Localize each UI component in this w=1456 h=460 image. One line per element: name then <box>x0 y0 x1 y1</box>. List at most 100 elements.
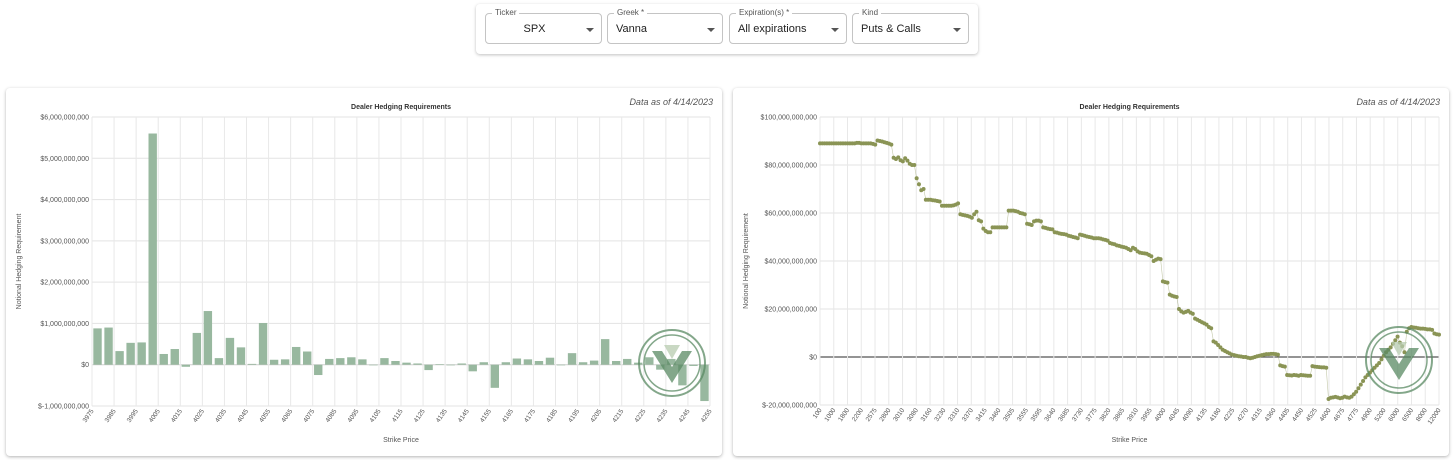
bar <box>567 353 577 365</box>
data-point <box>921 187 926 191</box>
x-tick-label: 6000 <box>1387 407 1401 423</box>
bar <box>468 364 477 372</box>
bar <box>402 362 411 365</box>
x-tick-label: 3080 <box>906 407 920 423</box>
data-point <box>1022 212 1027 217</box>
data-point <box>1430 327 1435 332</box>
data-as-of-label: Data as of 4/14/2023 <box>1356 97 1440 107</box>
data-point <box>900 159 905 164</box>
data-point <box>914 176 919 181</box>
x-tick-label: 3775 <box>1085 407 1099 423</box>
bar <box>192 332 202 365</box>
bar <box>369 364 378 366</box>
x-tick-label: 4600 <box>1319 407 1333 423</box>
bar-chart-panel: Data as of 4/14/2023 Dealer Hedging Requ… <box>6 88 722 456</box>
bar <box>667 358 676 365</box>
kind-label: Kind <box>859 7 882 19</box>
data-point <box>1395 334 1400 339</box>
x-tick-label: 4255 <box>700 408 714 424</box>
scatter-chart-panel: Data as of 4/14/2023 Dealer Hedging Requ… <box>733 88 1449 456</box>
bar <box>214 358 224 365</box>
logo-inner-ring <box>643 334 701 392</box>
data-point <box>1038 219 1043 224</box>
bar <box>137 342 146 365</box>
x-tick-label: 3415 <box>975 407 989 423</box>
bar <box>203 311 213 365</box>
x-tick-label: 3505 <box>1002 407 1016 423</box>
bar <box>479 362 488 365</box>
x-tick-label: 4900 <box>1360 407 1374 423</box>
x-tick-label: 4075 <box>302 408 316 424</box>
y-tick-label: $20,000,000,000 <box>764 307 817 314</box>
bar <box>159 353 168 365</box>
x-tick-label: 4315 <box>1250 407 1264 423</box>
bar <box>291 346 301 365</box>
y-tick-label: $0 <box>809 355 817 362</box>
x-tick-label: 4135 <box>435 408 449 424</box>
data-point <box>1075 236 1080 241</box>
x-tick-label: 4405 <box>1277 407 1291 423</box>
data-point <box>1379 357 1384 362</box>
x-tick-label: 4055 <box>258 408 272 424</box>
x-tick-label: 3555 <box>1016 407 1030 423</box>
x-tick-label: 4025 <box>192 408 206 424</box>
data-point <box>1356 386 1361 391</box>
x-tick-label: 1800 <box>837 407 851 423</box>
x-tick-label: 12000 <box>1427 407 1443 426</box>
data-point <box>1174 295 1179 299</box>
data-point <box>1282 364 1287 369</box>
greek-value: Vanna <box>616 23 647 35</box>
x-tick-label: 3730 <box>1071 407 1085 423</box>
data-point <box>988 230 993 235</box>
x-tick-label: 4065 <box>280 408 294 424</box>
bar <box>689 364 698 366</box>
bar <box>391 360 400 365</box>
bar <box>556 364 566 366</box>
x-tick-label: 4215 <box>611 408 625 424</box>
bar <box>534 360 544 365</box>
data-point <box>1165 280 1170 285</box>
x-tick-label: 4005 <box>148 408 162 424</box>
bar <box>435 364 444 365</box>
bar <box>589 360 599 365</box>
bar <box>523 359 533 365</box>
x-tick-label: 3685 <box>1057 407 1071 423</box>
bar <box>104 327 113 365</box>
bar <box>347 357 356 365</box>
data-point <box>974 209 979 214</box>
bar <box>280 359 290 365</box>
x-tick-label: 3230 <box>933 407 947 423</box>
data-point <box>1358 382 1363 387</box>
data-point <box>1354 389 1359 394</box>
x-tick-label: 4180 <box>1209 407 1223 423</box>
y-tick-label: $3,000,000,000 <box>40 238 89 245</box>
x-tick-label: 2800 <box>878 407 892 423</box>
x-tick-label: 3820 <box>1098 407 1112 423</box>
bar <box>578 362 588 365</box>
x-tick-label: 4360 <box>1264 407 1278 423</box>
bar <box>656 364 665 370</box>
ticker-select[interactable]: Ticker SPX <box>485 7 602 44</box>
bar <box>490 364 499 388</box>
logo-outer-ring <box>1365 326 1433 394</box>
expirations-select[interactable]: Expiration(s) * All expirations <box>729 7 847 44</box>
data-point <box>1377 361 1382 365</box>
x-tick-label: 3985 <box>104 408 118 424</box>
bar <box>269 359 279 365</box>
x-tick-label: 3640 <box>1043 407 1057 423</box>
data-point <box>896 155 901 160</box>
kind-select[interactable]: Kind Puts & Calls <box>852 7 969 44</box>
greek-select[interactable]: Greek * Vanna <box>607 7 723 44</box>
data-point <box>1149 254 1154 259</box>
scatter-chart: Dealer Hedging Requirements $100,000,000,… <box>743 104 1443 444</box>
x-tick-label: 4525 <box>1305 407 1319 423</box>
bar <box>380 358 389 365</box>
x-tick-label: 3995 <box>126 408 140 424</box>
logo-v-mark <box>1379 348 1419 380</box>
x-tick-label: 2575 <box>865 407 879 423</box>
bar <box>512 358 522 365</box>
data-point <box>916 182 921 187</box>
y-tick-label: $4,000,000,000 <box>40 197 89 204</box>
x-tick-label: 4045 <box>1167 407 1181 423</box>
bar <box>148 133 157 365</box>
